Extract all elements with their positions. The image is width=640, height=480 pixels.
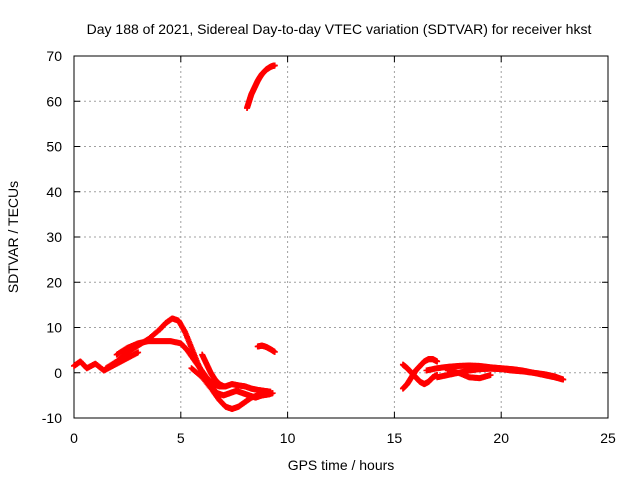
x-tick-label: 0 (70, 430, 78, 446)
y-tick-label: 30 (46, 229, 62, 245)
data-points (71, 62, 567, 412)
data-point (220, 383, 227, 390)
y-axis-label: SDTVAR / TECUs (5, 181, 21, 293)
data-point (267, 390, 274, 397)
y-tick-label: 50 (46, 139, 62, 155)
series-arc-high (244, 62, 278, 112)
y-tick-label: 20 (46, 274, 62, 290)
data-point (271, 62, 278, 69)
series-arc-late-dip (188, 365, 274, 412)
x-axis-label: GPS time / hours (288, 457, 395, 473)
data-point (271, 348, 278, 355)
axis-ticks: 0 5 10 15 20 25 -10 0 10 20 30 40 50 60 70 (42, 48, 616, 446)
data-point (434, 358, 441, 365)
data-point (487, 372, 494, 379)
x-tick-label: 25 (600, 430, 616, 446)
y-tick-label: 70 (46, 48, 62, 64)
y-tick-label: 40 (46, 184, 62, 200)
series-arc-evening-a (399, 356, 441, 392)
series-arc-evening-d (434, 365, 567, 383)
x-tick-label: 5 (177, 430, 185, 446)
y-tick-label: 10 (46, 320, 62, 336)
chart-title: Day 188 of 2021, Sidereal Day-to-day VTE… (87, 21, 592, 37)
x-tick-label: 10 (280, 430, 296, 446)
data-point (135, 349, 142, 356)
y-tick-label: -10 (42, 410, 62, 426)
series-arc-evening-e (444, 367, 494, 382)
series-arc-bump-6-7 (199, 351, 227, 390)
data-point (560, 376, 567, 383)
series-arc-short-9h (254, 342, 278, 355)
x-tick-label: 20 (493, 430, 509, 446)
y-tick-label: 0 (54, 365, 62, 381)
x-tick-label: 15 (387, 430, 403, 446)
y-tick-label: 60 (46, 93, 62, 109)
